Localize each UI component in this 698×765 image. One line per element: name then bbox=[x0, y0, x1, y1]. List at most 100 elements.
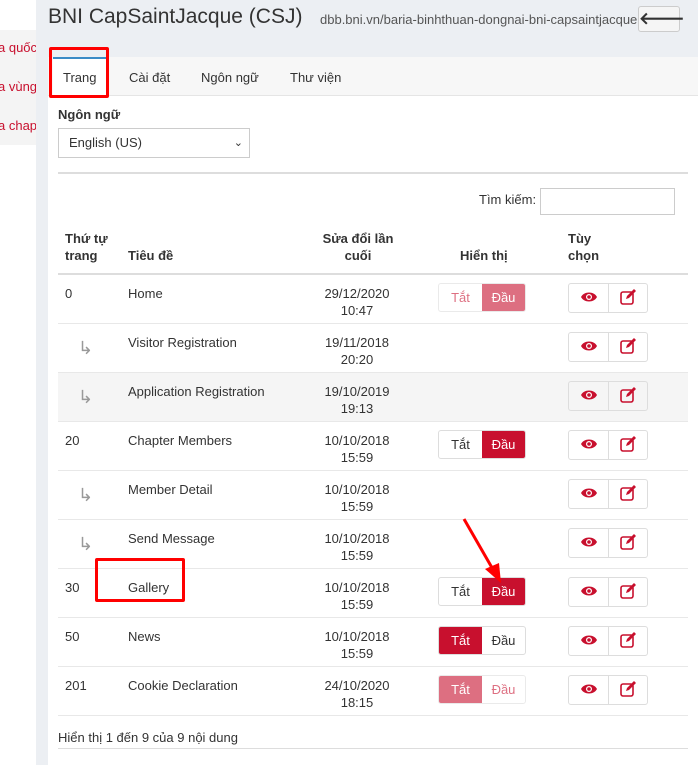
page-title-link[interactable]: Cookie Declaration bbox=[128, 678, 238, 693]
language-select[interactable]: English (US) ⌄ bbox=[58, 128, 250, 158]
edit-icon bbox=[619, 680, 637, 700]
tab-language[interactable]: Ngôn ngữ bbox=[201, 70, 259, 85]
view-button[interactable] bbox=[569, 480, 608, 508]
page-title-link[interactable]: Visitor Registration bbox=[128, 335, 237, 350]
back-button[interactable]: 🡐 bbox=[638, 6, 685, 32]
edit-icon bbox=[619, 533, 637, 553]
view-button[interactable] bbox=[569, 627, 608, 655]
page-title-link[interactable]: Chapter Members bbox=[128, 433, 233, 448]
col-modified[interactable]: Sửa đổi lần cuối bbox=[322, 231, 394, 263]
row-options bbox=[568, 479, 648, 509]
display-toggle[interactable]: Tắt Đầu bbox=[438, 577, 526, 606]
edit-icon bbox=[619, 435, 637, 455]
edit-button[interactable] bbox=[608, 284, 647, 312]
view-button[interactable] bbox=[569, 529, 608, 557]
table-row: 201 Cookie Declaration 24/10/2020 18:15 Tắt Đ… bbox=[58, 667, 688, 716]
page-order: 20 bbox=[65, 433, 80, 448]
edit-icon bbox=[619, 631, 637, 651]
col-title[interactable]: Tiêu đề bbox=[128, 248, 174, 263]
display-toggle[interactable]: Tắt Đầu bbox=[438, 626, 526, 655]
page-title-link[interactable]: News bbox=[128, 629, 161, 644]
modified-date: 29/12/2020 10:47 bbox=[324, 286, 390, 318]
edit-button[interactable] bbox=[608, 627, 647, 655]
table-row: 50 News 10/10/2018 15:59 Tắt Đầu bbox=[58, 618, 688, 667]
divider bbox=[58, 172, 688, 174]
eye-icon bbox=[580, 438, 598, 453]
page-title-link[interactable]: Application Registration bbox=[128, 384, 265, 399]
display-toggle[interactable]: Tắt Đầu bbox=[438, 430, 526, 459]
toggle-on[interactable]: Đầu bbox=[482, 578, 525, 605]
view-button[interactable] bbox=[569, 676, 608, 704]
edit-button[interactable] bbox=[608, 480, 647, 508]
edit-icon bbox=[619, 582, 637, 602]
page-header: BNI CapSaintJacque (CSJ) dbb.bni.vn/bari… bbox=[48, 0, 698, 57]
page-title-link[interactable]: Send Message bbox=[128, 531, 215, 546]
divider bbox=[58, 748, 688, 749]
eye-icon bbox=[580, 683, 598, 698]
table-info: Hiển thị 1 đến 9 của 9 nội dung bbox=[58, 730, 238, 745]
toggle-on[interactable]: Đầu bbox=[491, 682, 516, 697]
page-title-link[interactable]: Gallery bbox=[128, 580, 170, 595]
edit-button[interactable] bbox=[608, 578, 647, 606]
toggle-on[interactable]: Đầu bbox=[491, 633, 516, 648]
modified-date: 10/10/2018 15:59 bbox=[324, 482, 390, 514]
table-row: ↳ Send Message 10/10/2018 15:59 bbox=[58, 520, 688, 569]
view-button[interactable] bbox=[569, 284, 608, 312]
table-header: Thứ tự trang Tiêu đề Sửa đổi lần cuối Hi… bbox=[58, 230, 688, 275]
edit-button[interactable] bbox=[608, 431, 647, 459]
tab-settings[interactable]: Cài đặt bbox=[129, 70, 171, 85]
edit-button[interactable] bbox=[608, 382, 647, 410]
modified-date: 19/10/2019 19:13 bbox=[324, 384, 390, 416]
edit-button[interactable] bbox=[608, 333, 647, 361]
toggle-off[interactable]: Tắt bbox=[451, 437, 470, 452]
edit-icon bbox=[619, 484, 637, 504]
eye-icon bbox=[580, 536, 598, 551]
tab-trang[interactable]: Trang bbox=[53, 57, 107, 96]
eye-icon bbox=[580, 340, 598, 355]
toggle-on[interactable]: Đầu bbox=[482, 284, 525, 311]
table-row: 20 Chapter Members 10/10/2018 15:59 Tắt Đầu bbox=[58, 422, 688, 471]
sidebar-item[interactable]: a quốc bbox=[0, 40, 36, 55]
toggle-off[interactable]: Tắt bbox=[451, 290, 470, 305]
chevron-down-icon: ⌄ bbox=[233, 137, 243, 149]
page-title-link[interactable]: Home bbox=[128, 286, 163, 301]
sidebar-item[interactable]: a chap bbox=[0, 118, 36, 133]
sidebar: a quốc a vùng a chap bbox=[0, 0, 36, 765]
toggle-off[interactable]: Tắt bbox=[451, 584, 470, 599]
annotation-arrow bbox=[462, 518, 501, 583]
col-order[interactable]: Thứ tự trang bbox=[65, 231, 108, 263]
toggle-off[interactable]: Tắt bbox=[439, 676, 482, 703]
page-title-link[interactable]: Member Detail bbox=[128, 482, 213, 497]
table-row: 30 Gallery 10/10/2018 15:59 Tắt Đầu bbox=[58, 569, 688, 618]
tab-library[interactable]: Thư viện bbox=[290, 70, 342, 85]
toggle-on[interactable]: Đầu bbox=[482, 431, 525, 458]
modified-date: 10/10/2018 15:59 bbox=[324, 580, 390, 612]
row-options bbox=[568, 283, 648, 313]
modified-date: 10/10/2018 15:59 bbox=[324, 629, 390, 661]
view-button[interactable] bbox=[569, 333, 608, 361]
edit-button[interactable] bbox=[608, 529, 647, 557]
language-value: English (US) bbox=[69, 135, 142, 150]
view-button[interactable] bbox=[569, 578, 608, 606]
display-toggle[interactable]: Tắt Đầu bbox=[438, 283, 526, 312]
page-order: 0 bbox=[65, 286, 73, 301]
view-button[interactable] bbox=[569, 382, 608, 410]
sidebar-item[interactable]: a vùng bbox=[0, 79, 36, 94]
edit-icon bbox=[619, 288, 637, 308]
child-page-arrow-icon: ↳ bbox=[78, 338, 94, 358]
row-options bbox=[568, 626, 648, 656]
modified-date: 10/10/2018 15:59 bbox=[324, 433, 390, 465]
edit-icon bbox=[619, 386, 637, 406]
row-options bbox=[568, 430, 648, 460]
modified-date: 24/10/2020 18:15 bbox=[324, 678, 390, 710]
eye-icon bbox=[580, 389, 598, 404]
display-toggle[interactable]: Tắt Đầu bbox=[438, 675, 526, 704]
view-button[interactable] bbox=[569, 431, 608, 459]
page-order: 50 bbox=[65, 629, 80, 644]
edit-button[interactable] bbox=[608, 676, 647, 704]
language-label: Ngôn ngữ bbox=[58, 107, 121, 122]
toggle-off[interactable]: Tắt bbox=[439, 627, 482, 654]
search-input[interactable] bbox=[540, 188, 675, 215]
page-url: dbb.bni.vn/baria-binhthuan-dongnai-bni-c… bbox=[320, 12, 638, 27]
edit-icon bbox=[619, 337, 637, 357]
